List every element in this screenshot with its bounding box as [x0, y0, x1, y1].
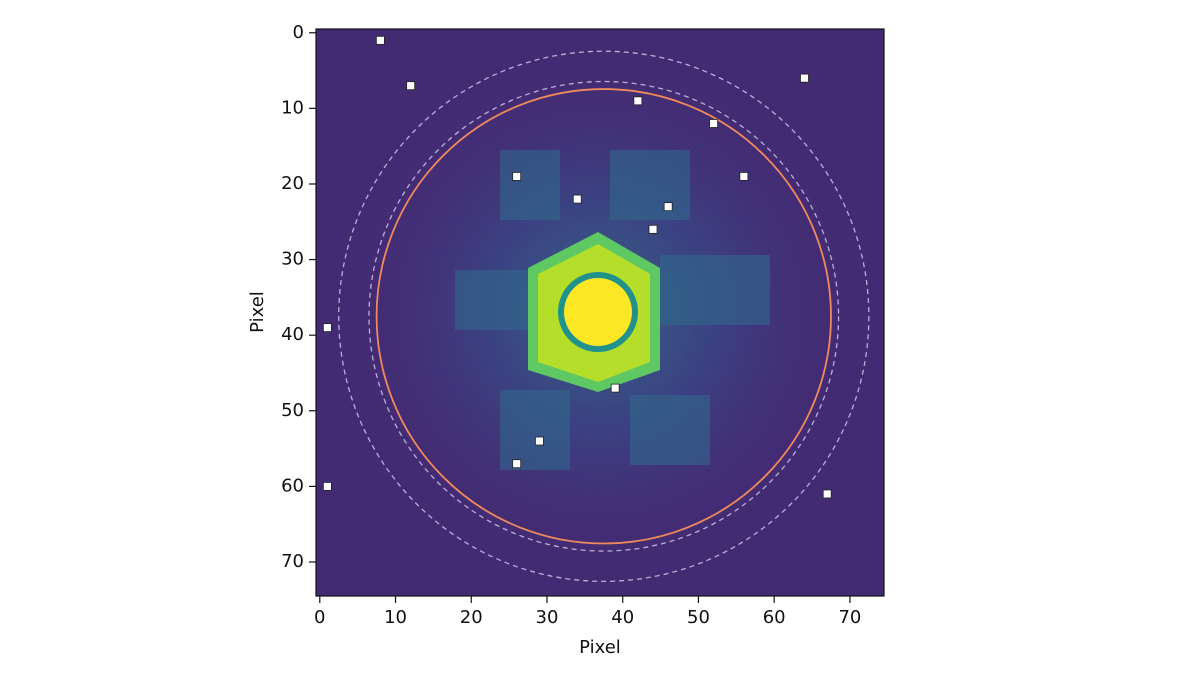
x-tick-label: 0 [314, 607, 325, 628]
y-tick-label: 40 [281, 324, 304, 345]
y-axis-label: Pixel [247, 291, 268, 333]
y-tick-label: 30 [281, 249, 304, 270]
y-tick-label: 10 [281, 97, 304, 118]
x-tick-label: 70 [838, 607, 861, 628]
marker [406, 81, 416, 91]
aperture-circle [375, 88, 832, 545]
y-tick-label: 70 [281, 551, 304, 572]
marker [512, 172, 522, 181]
marker [322, 323, 332, 333]
y-tick-label: 0 [293, 22, 304, 43]
marker [535, 436, 544, 446]
x-tick-label: 40 [611, 607, 634, 628]
plot-frame [315, 28, 885, 597]
marker [512, 459, 522, 469]
x-tick-label: 50 [687, 607, 710, 628]
x-tick-label: 20 [460, 607, 483, 628]
y-tick-label: 60 [281, 475, 304, 496]
image [316, 29, 884, 596]
y-tick-label: 20 [281, 173, 304, 194]
marker [822, 489, 832, 499]
marker [800, 73, 809, 83]
marker [572, 194, 582, 204]
x-tick-label: 30 [536, 607, 559, 628]
aperture-circle [368, 80, 840, 552]
aperture-circle [338, 50, 870, 582]
spikes [455, 150, 770, 470]
core [564, 278, 632, 346]
marker [709, 119, 718, 128]
marker [739, 172, 749, 181]
marker [375, 35, 385, 45]
marker [663, 202, 673, 212]
y-tick-label: 50 [281, 400, 304, 421]
x-axis-label: Pixel [579, 637, 621, 658]
marker [648, 224, 658, 234]
marker [633, 96, 643, 106]
marker [322, 481, 332, 491]
x-tick-label: 10 [384, 607, 407, 628]
marker [610, 383, 620, 393]
x-tick-label: 60 [763, 607, 786, 628]
